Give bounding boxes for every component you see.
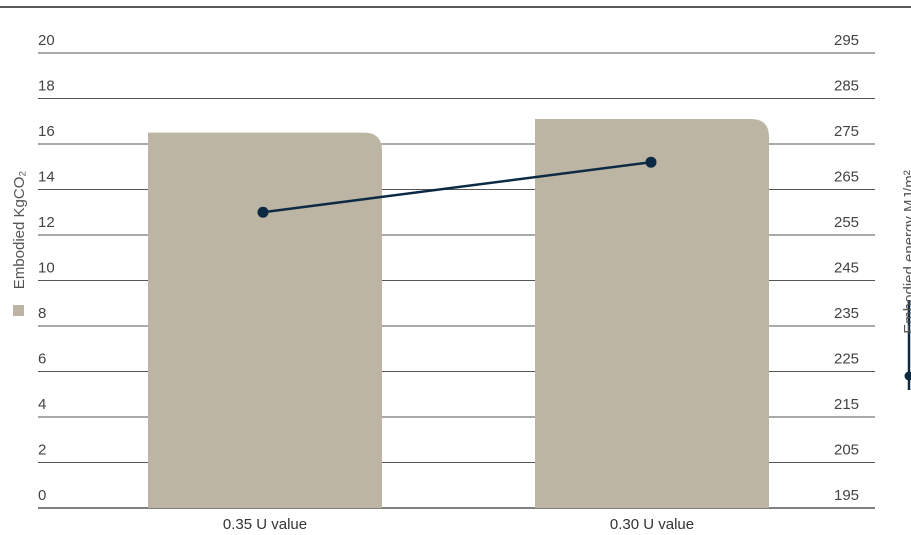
left-tick-label: 16 <box>38 123 55 140</box>
left-tick-labels: 0 2 4 6 8 10 12 14 16 18 20 <box>38 32 55 504</box>
left-tick-label: 18 <box>38 78 55 95</box>
bar-legend-swatch <box>13 305 24 316</box>
line-legend-marker <box>904 371 911 381</box>
bars <box>148 118 769 508</box>
right-tick-labels: 195 205 215 225 235 245 255 265 275 285 295 <box>834 32 859 504</box>
energy-point <box>645 156 657 168</box>
right-tick-label: 255 <box>834 214 859 231</box>
energy-line <box>262 160 652 214</box>
right-tick-label: 285 <box>834 78 859 95</box>
bar-u035 <box>148 132 382 508</box>
left-axis-title: Embodied KgCO₂ <box>11 171 28 290</box>
left-tick-label: 8 <box>38 305 46 322</box>
left-tick-label: 2 <box>38 442 46 459</box>
left-tick-label: 0 <box>38 487 46 504</box>
right-axis-legend: Embodied energy MJ/m² <box>901 170 911 390</box>
right-tick-label: 205 <box>834 442 859 459</box>
right-tick-label: 225 <box>834 351 859 368</box>
left-tick-label: 6 <box>38 351 46 368</box>
left-tick-label: 4 <box>38 396 46 413</box>
left-tick-label: 20 <box>38 32 55 49</box>
bar-u030 <box>535 118 769 508</box>
category-label: 0.35 U value <box>223 516 307 533</box>
left-tick-label: 10 <box>38 260 55 277</box>
right-tick-label: 295 <box>834 32 859 49</box>
right-tick-label: 275 <box>834 123 859 140</box>
energy-line-series <box>257 156 657 218</box>
category-labels: 0.35 U value 0.30 U value <box>223 516 694 533</box>
category-label: 0.30 U value <box>610 516 694 533</box>
right-tick-label: 265 <box>834 169 859 186</box>
left-tick-label: 14 <box>38 169 55 186</box>
right-tick-label: 215 <box>834 396 859 413</box>
right-tick-label: 235 <box>834 305 859 322</box>
left-axis-legend: Embodied KgCO₂ <box>11 171 28 316</box>
energy-point <box>257 206 269 218</box>
right-axis-title: Embodied energy MJ/m² <box>901 170 911 333</box>
right-tick-label: 245 <box>834 260 859 277</box>
right-tick-label: 195 <box>834 487 859 504</box>
left-tick-label: 12 <box>38 214 55 231</box>
